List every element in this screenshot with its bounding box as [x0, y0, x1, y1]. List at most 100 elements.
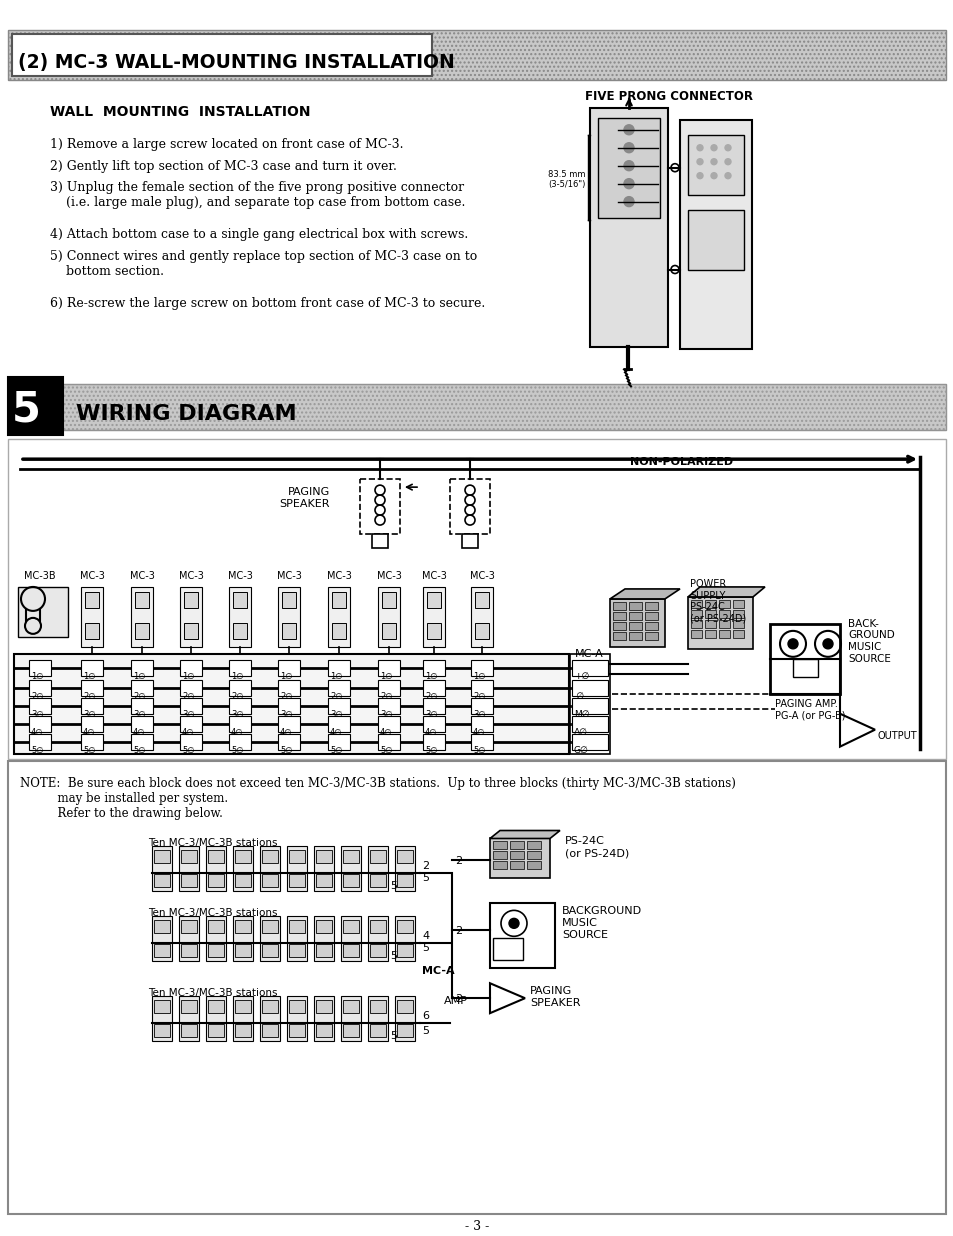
Bar: [719, 620, 729, 628]
Bar: [234, 921, 251, 933]
Text: 5∅: 5∅: [182, 745, 194, 755]
Circle shape: [623, 142, 634, 153]
Text: MC-3B: MC-3B: [24, 571, 56, 581]
Text: 2∅: 2∅: [83, 692, 95, 701]
Text: 1∅: 1∅: [424, 672, 437, 681]
Bar: [687, 210, 743, 269]
Bar: [609, 599, 664, 646]
Polygon shape: [840, 713, 874, 747]
Bar: [208, 921, 224, 933]
Text: 6: 6: [421, 1011, 429, 1021]
Bar: [396, 944, 413, 957]
Bar: [234, 850, 251, 864]
Bar: [332, 592, 346, 608]
Bar: [572, 660, 607, 676]
Bar: [208, 874, 224, 887]
Text: 5∅: 5∅: [231, 745, 243, 755]
Text: MC-3: MC-3: [276, 571, 301, 581]
Bar: [719, 609, 729, 618]
Bar: [85, 623, 99, 639]
Text: 1∅: 1∅: [30, 672, 44, 681]
Text: 5: 5: [12, 388, 41, 430]
Bar: [427, 592, 440, 608]
Bar: [234, 1025, 251, 1037]
Text: PAGING AMP.
PG-A (or PG-B): PAGING AMP. PG-A (or PG-B): [774, 698, 844, 721]
Bar: [377, 716, 399, 732]
Bar: [493, 852, 506, 859]
Bar: [690, 599, 701, 608]
Bar: [208, 1000, 224, 1014]
Text: 1∅: 1∅: [379, 672, 392, 681]
Polygon shape: [687, 587, 764, 597]
Bar: [277, 734, 299, 750]
Bar: [368, 996, 388, 1041]
Bar: [328, 660, 350, 676]
Text: OUTPUT: OUTPUT: [877, 730, 917, 740]
Bar: [493, 938, 522, 960]
Bar: [340, 847, 360, 891]
Text: 5: 5: [421, 1026, 429, 1036]
Bar: [510, 861, 523, 869]
Text: PAGING
SPEAKER: PAGING SPEAKER: [279, 487, 330, 509]
Circle shape: [623, 197, 634, 206]
Text: 1∅: 1∅: [132, 672, 146, 681]
Bar: [277, 660, 299, 676]
Bar: [153, 850, 170, 864]
Bar: [690, 609, 701, 618]
Bar: [277, 716, 299, 732]
Bar: [370, 921, 386, 933]
Bar: [343, 944, 358, 957]
Bar: [687, 135, 743, 194]
Text: 3∅: 3∅: [83, 709, 95, 718]
Polygon shape: [490, 983, 524, 1014]
Bar: [396, 850, 413, 864]
Bar: [208, 944, 224, 957]
Bar: [314, 996, 334, 1041]
Bar: [368, 916, 388, 962]
Text: 4∅: 4∅: [83, 728, 95, 737]
Bar: [282, 592, 295, 608]
Bar: [29, 680, 51, 696]
Text: MC-A: MC-A: [575, 649, 603, 659]
Bar: [153, 1025, 170, 1037]
Bar: [229, 734, 251, 750]
Text: 5∅: 5∅: [132, 745, 146, 755]
Bar: [395, 847, 415, 891]
Bar: [422, 587, 444, 646]
Bar: [493, 842, 506, 849]
Text: WIRING DIAGRAM: WIRING DIAGRAM: [76, 404, 296, 424]
Text: 2) Gently lift top section of MC-3 case and turn it over.: 2) Gently lift top section of MC-3 case …: [50, 159, 396, 173]
Bar: [422, 734, 444, 750]
Text: NON-POLARIZED: NON-POLARIZED: [629, 457, 732, 467]
Bar: [233, 996, 253, 1041]
Text: 4∅: 4∅: [182, 728, 194, 737]
Bar: [289, 874, 305, 887]
Bar: [179, 916, 199, 962]
Bar: [395, 996, 415, 1041]
Bar: [328, 680, 350, 696]
Bar: [471, 680, 493, 696]
Bar: [180, 680, 202, 696]
Bar: [370, 1025, 386, 1037]
Text: 3∅: 3∅: [330, 709, 342, 718]
Bar: [510, 852, 523, 859]
Bar: [181, 1000, 196, 1014]
Bar: [526, 842, 540, 849]
Bar: [287, 996, 307, 1041]
Bar: [233, 623, 247, 639]
Bar: [372, 534, 388, 548]
Bar: [687, 597, 752, 649]
Bar: [732, 599, 743, 608]
Bar: [332, 623, 346, 639]
Text: 6) Re-screw the large screw on bottom front case of MC-3 to secure.: 6) Re-screw the large screw on bottom fr…: [50, 298, 485, 310]
Bar: [152, 996, 172, 1041]
Bar: [181, 874, 196, 887]
Bar: [234, 1000, 251, 1014]
Bar: [14, 654, 568, 754]
Text: 3∅: 3∅: [280, 709, 293, 718]
Bar: [81, 698, 103, 713]
Polygon shape: [609, 588, 679, 599]
Bar: [153, 921, 170, 933]
Text: 5∅: 5∅: [424, 745, 437, 755]
Bar: [181, 944, 196, 957]
